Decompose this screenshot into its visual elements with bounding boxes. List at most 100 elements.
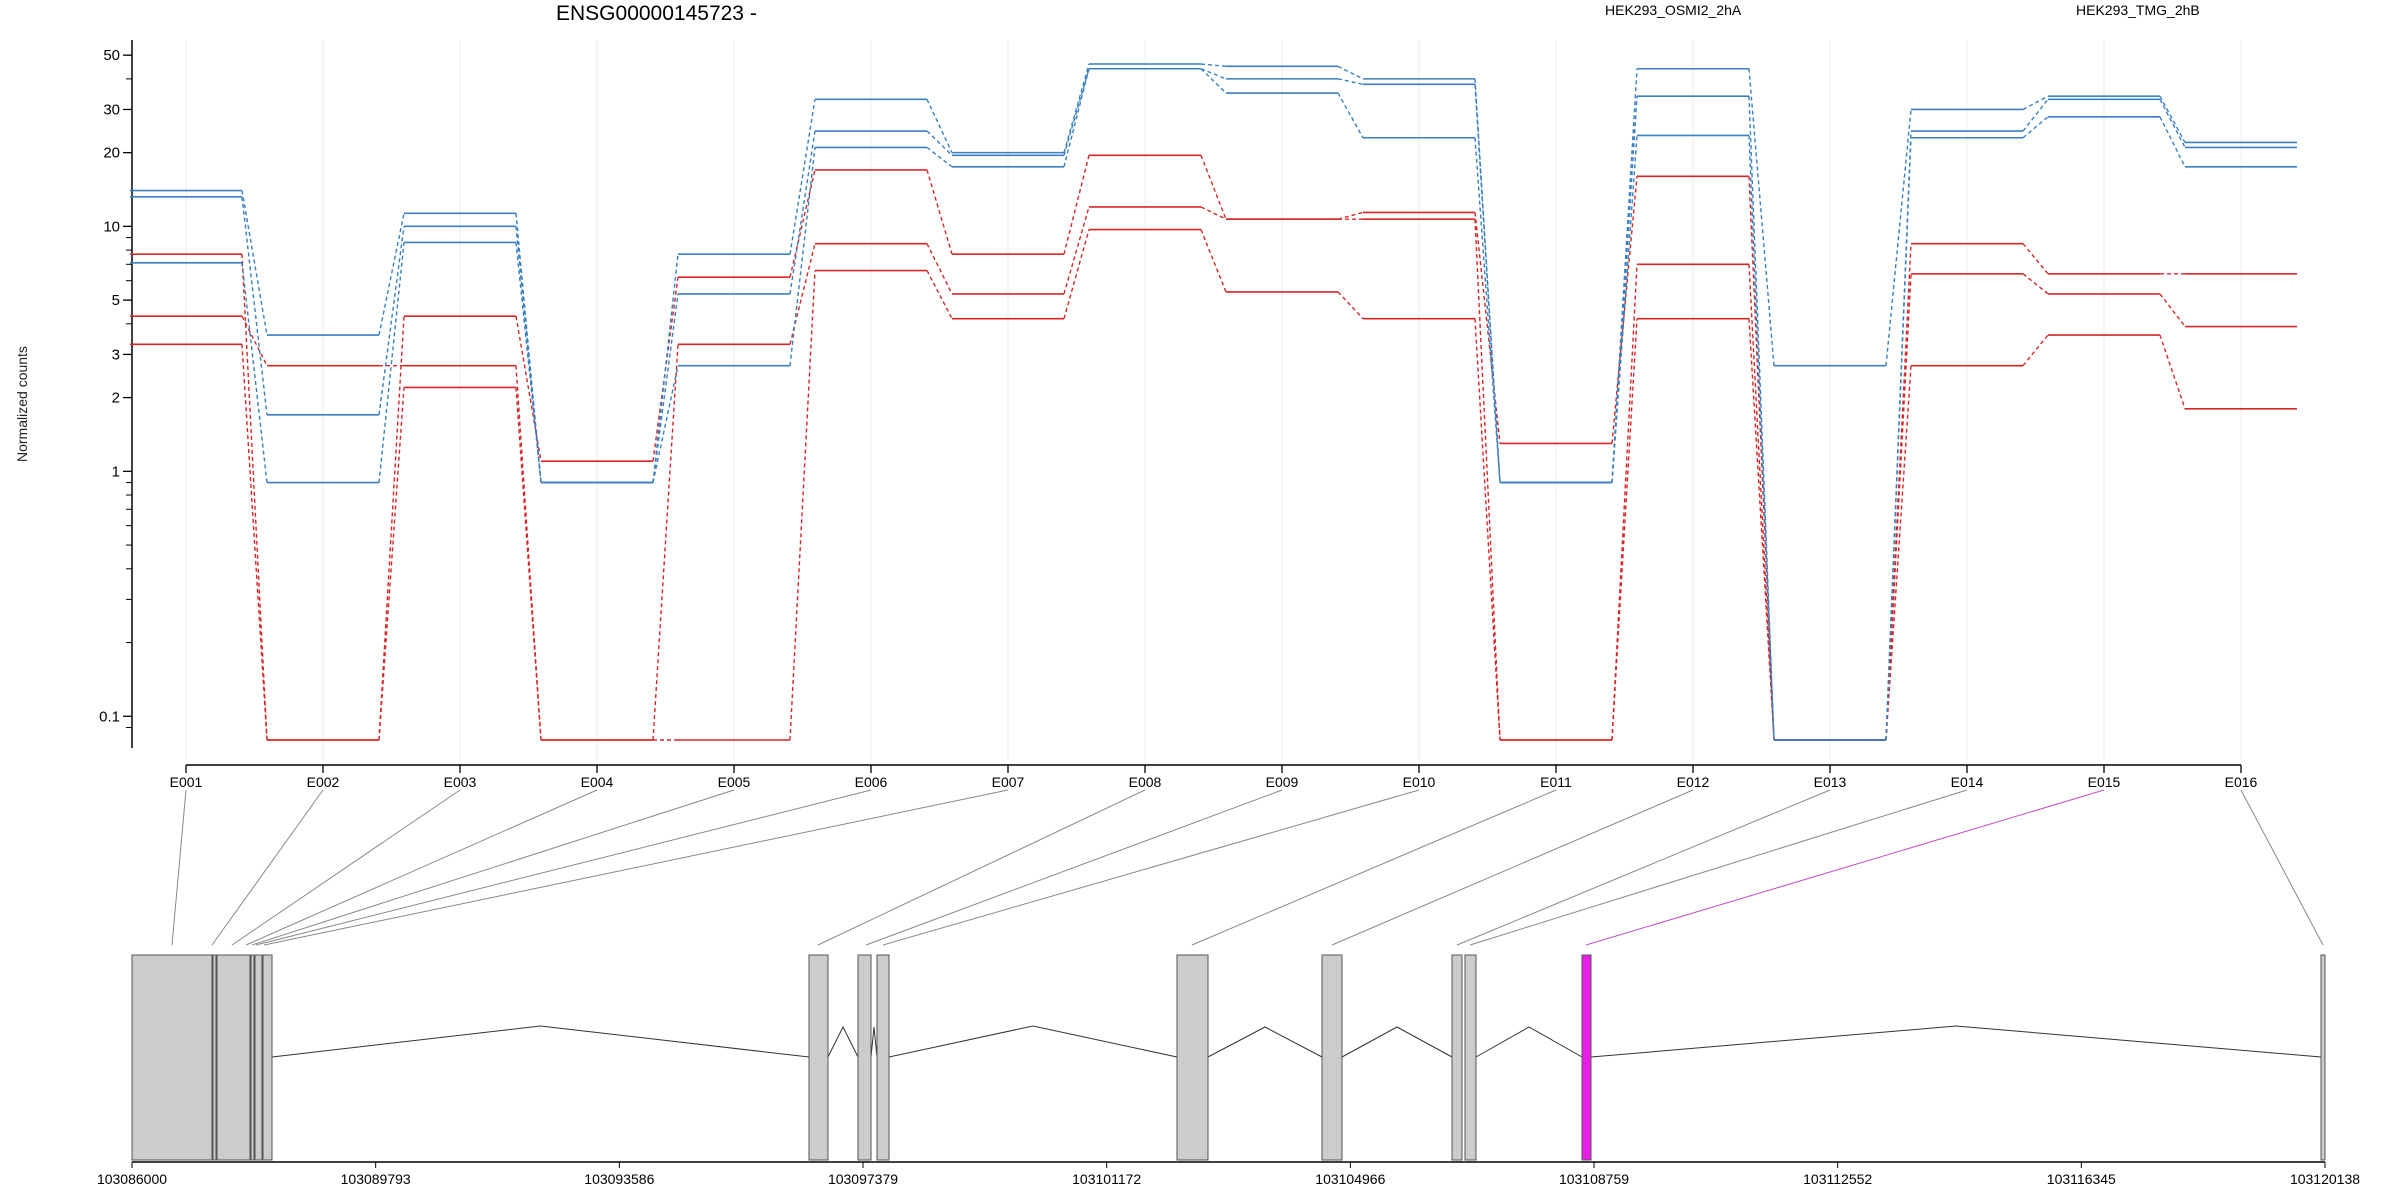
exon-connector <box>1331 789 1694 946</box>
series-transition <box>1063 206 1090 295</box>
series-transition <box>1200 206 1227 220</box>
series-transition <box>1748 68 1775 366</box>
legend-entry-osmi2: HEK293_OSMI2_2hA <box>1605 2 1742 18</box>
series-transition <box>926 146 953 168</box>
x-tick-label: E015 <box>2088 774 2121 790</box>
series-transition <box>1200 68 1227 80</box>
genomic-tick-label: 103108759 <box>1559 1171 1629 1187</box>
intron-line <box>827 1025 859 1058</box>
x-axis: E001 E002 E003 E004 E005 E006 E007 E008 E009 E010… <box>170 764 2258 790</box>
series-transition <box>2022 98 2049 132</box>
series-transition <box>789 147 816 366</box>
gene-model <box>131 954 2326 1161</box>
series-transition <box>1200 155 1227 220</box>
genomic-tick-label: 103097379 <box>828 1171 898 1187</box>
series-transition <box>378 226 405 415</box>
exon-connector <box>231 789 461 946</box>
intron-line <box>870 1026 878 1058</box>
series-transition <box>1611 135 1638 483</box>
series-transition <box>926 243 953 295</box>
gene-exon <box>2320 954 2326 1161</box>
x-tick-label: E014 <box>1951 774 1984 790</box>
x-tick-label: E004 <box>581 774 614 790</box>
y-tick-label: 50 <box>103 47 120 64</box>
series-transition <box>1063 155 1090 255</box>
y-tick-label: 2 <box>112 390 120 407</box>
gene-exon <box>1176 954 1209 1161</box>
intron-line <box>271 1025 810 1058</box>
series-transition <box>652 293 679 483</box>
series-transition <box>1337 65 1364 80</box>
series-transition <box>2022 95 2049 111</box>
series-transition <box>1611 176 1638 444</box>
series-transition <box>1748 264 1775 741</box>
y-tick-label: 0.1 <box>99 708 120 725</box>
series-transition <box>1748 135 1775 741</box>
series-lines <box>130 63 2297 741</box>
genomic-tick-label: 103093586 <box>584 1171 654 1187</box>
gene-exon <box>1321 954 1343 1161</box>
x-tick-label: E003 <box>444 774 477 790</box>
series-transition <box>1200 63 1227 68</box>
exon-connector <box>211 789 324 946</box>
genomic-tick-label: 103104966 <box>1315 1171 1385 1187</box>
genomic-axis: 103086000 103089793 103093586 103097379 1031… <box>97 1161 2360 1187</box>
intron-line <box>888 1025 1178 1058</box>
highlighted-exon <box>1581 954 1592 1161</box>
exon-connector <box>245 789 598 946</box>
series-transition <box>2159 95 2186 143</box>
series-transition <box>241 344 268 741</box>
y-axis: 0.1 1 2 3 5 10 20 30 50 <box>99 40 133 748</box>
gene-exon <box>808 954 829 1161</box>
exon-connector <box>2240 789 2324 946</box>
series-transition <box>1474 212 1501 444</box>
exon-connector <box>263 789 1009 946</box>
series-transition <box>1063 68 1090 167</box>
y-tick-label: 30 <box>103 101 120 118</box>
gene-exon <box>250 954 255 1161</box>
x-tick-label: E010 <box>1403 774 1436 790</box>
series-transition <box>378 242 405 483</box>
series-transition <box>1885 273 1912 741</box>
series-transition <box>789 270 816 741</box>
series-transition <box>1337 211 1364 220</box>
intron-line <box>1207 1026 1323 1058</box>
series-transition <box>1474 318 1501 741</box>
exon-connector <box>1469 789 1968 946</box>
genomic-tick-label: 103089793 <box>341 1171 411 1187</box>
x-tick-label: E008 <box>1129 774 1162 790</box>
exon-connectors <box>171 789 2324 946</box>
x-tick-label: E001 <box>170 774 203 790</box>
series-transition <box>1200 68 1227 94</box>
series-transition <box>1885 243 1912 741</box>
series-transition <box>2159 293 2186 327</box>
y-tick-label: 1 <box>112 463 120 480</box>
series-transition <box>515 226 542 483</box>
x-tick-label: E005 <box>718 774 751 790</box>
series-transition <box>2022 243 2049 275</box>
exon-connector <box>171 789 187 946</box>
grid <box>185 40 2242 760</box>
gene-exon <box>216 954 251 1161</box>
gene-exon <box>212 954 217 1161</box>
series-transition <box>378 387 405 741</box>
series-transition <box>652 365 679 483</box>
y-tick-label: 3 <box>112 346 120 363</box>
series-transition <box>1337 291 1364 320</box>
series-transition <box>652 254 679 483</box>
genomic-tick-label: 103120138 <box>2290 1171 2360 1187</box>
series-transition <box>1474 137 1501 483</box>
series-transition <box>241 190 268 336</box>
exon-connector <box>882 789 1420 946</box>
x-tick-label: E012 <box>1677 774 1710 790</box>
exon-connector <box>817 789 1146 946</box>
intron-line <box>1475 1026 1583 1058</box>
genomic-tick-label: 103086000 <box>97 1171 167 1187</box>
x-tick-label: E009 <box>1266 774 1299 790</box>
x-tick-label: E016 <box>2225 774 2258 790</box>
y-tick-label: 20 <box>103 145 120 162</box>
genomic-tick-label: 103116345 <box>2047 1171 2116 1187</box>
x-tick-label: E007 <box>992 774 1025 790</box>
series-transition <box>2022 334 2049 367</box>
